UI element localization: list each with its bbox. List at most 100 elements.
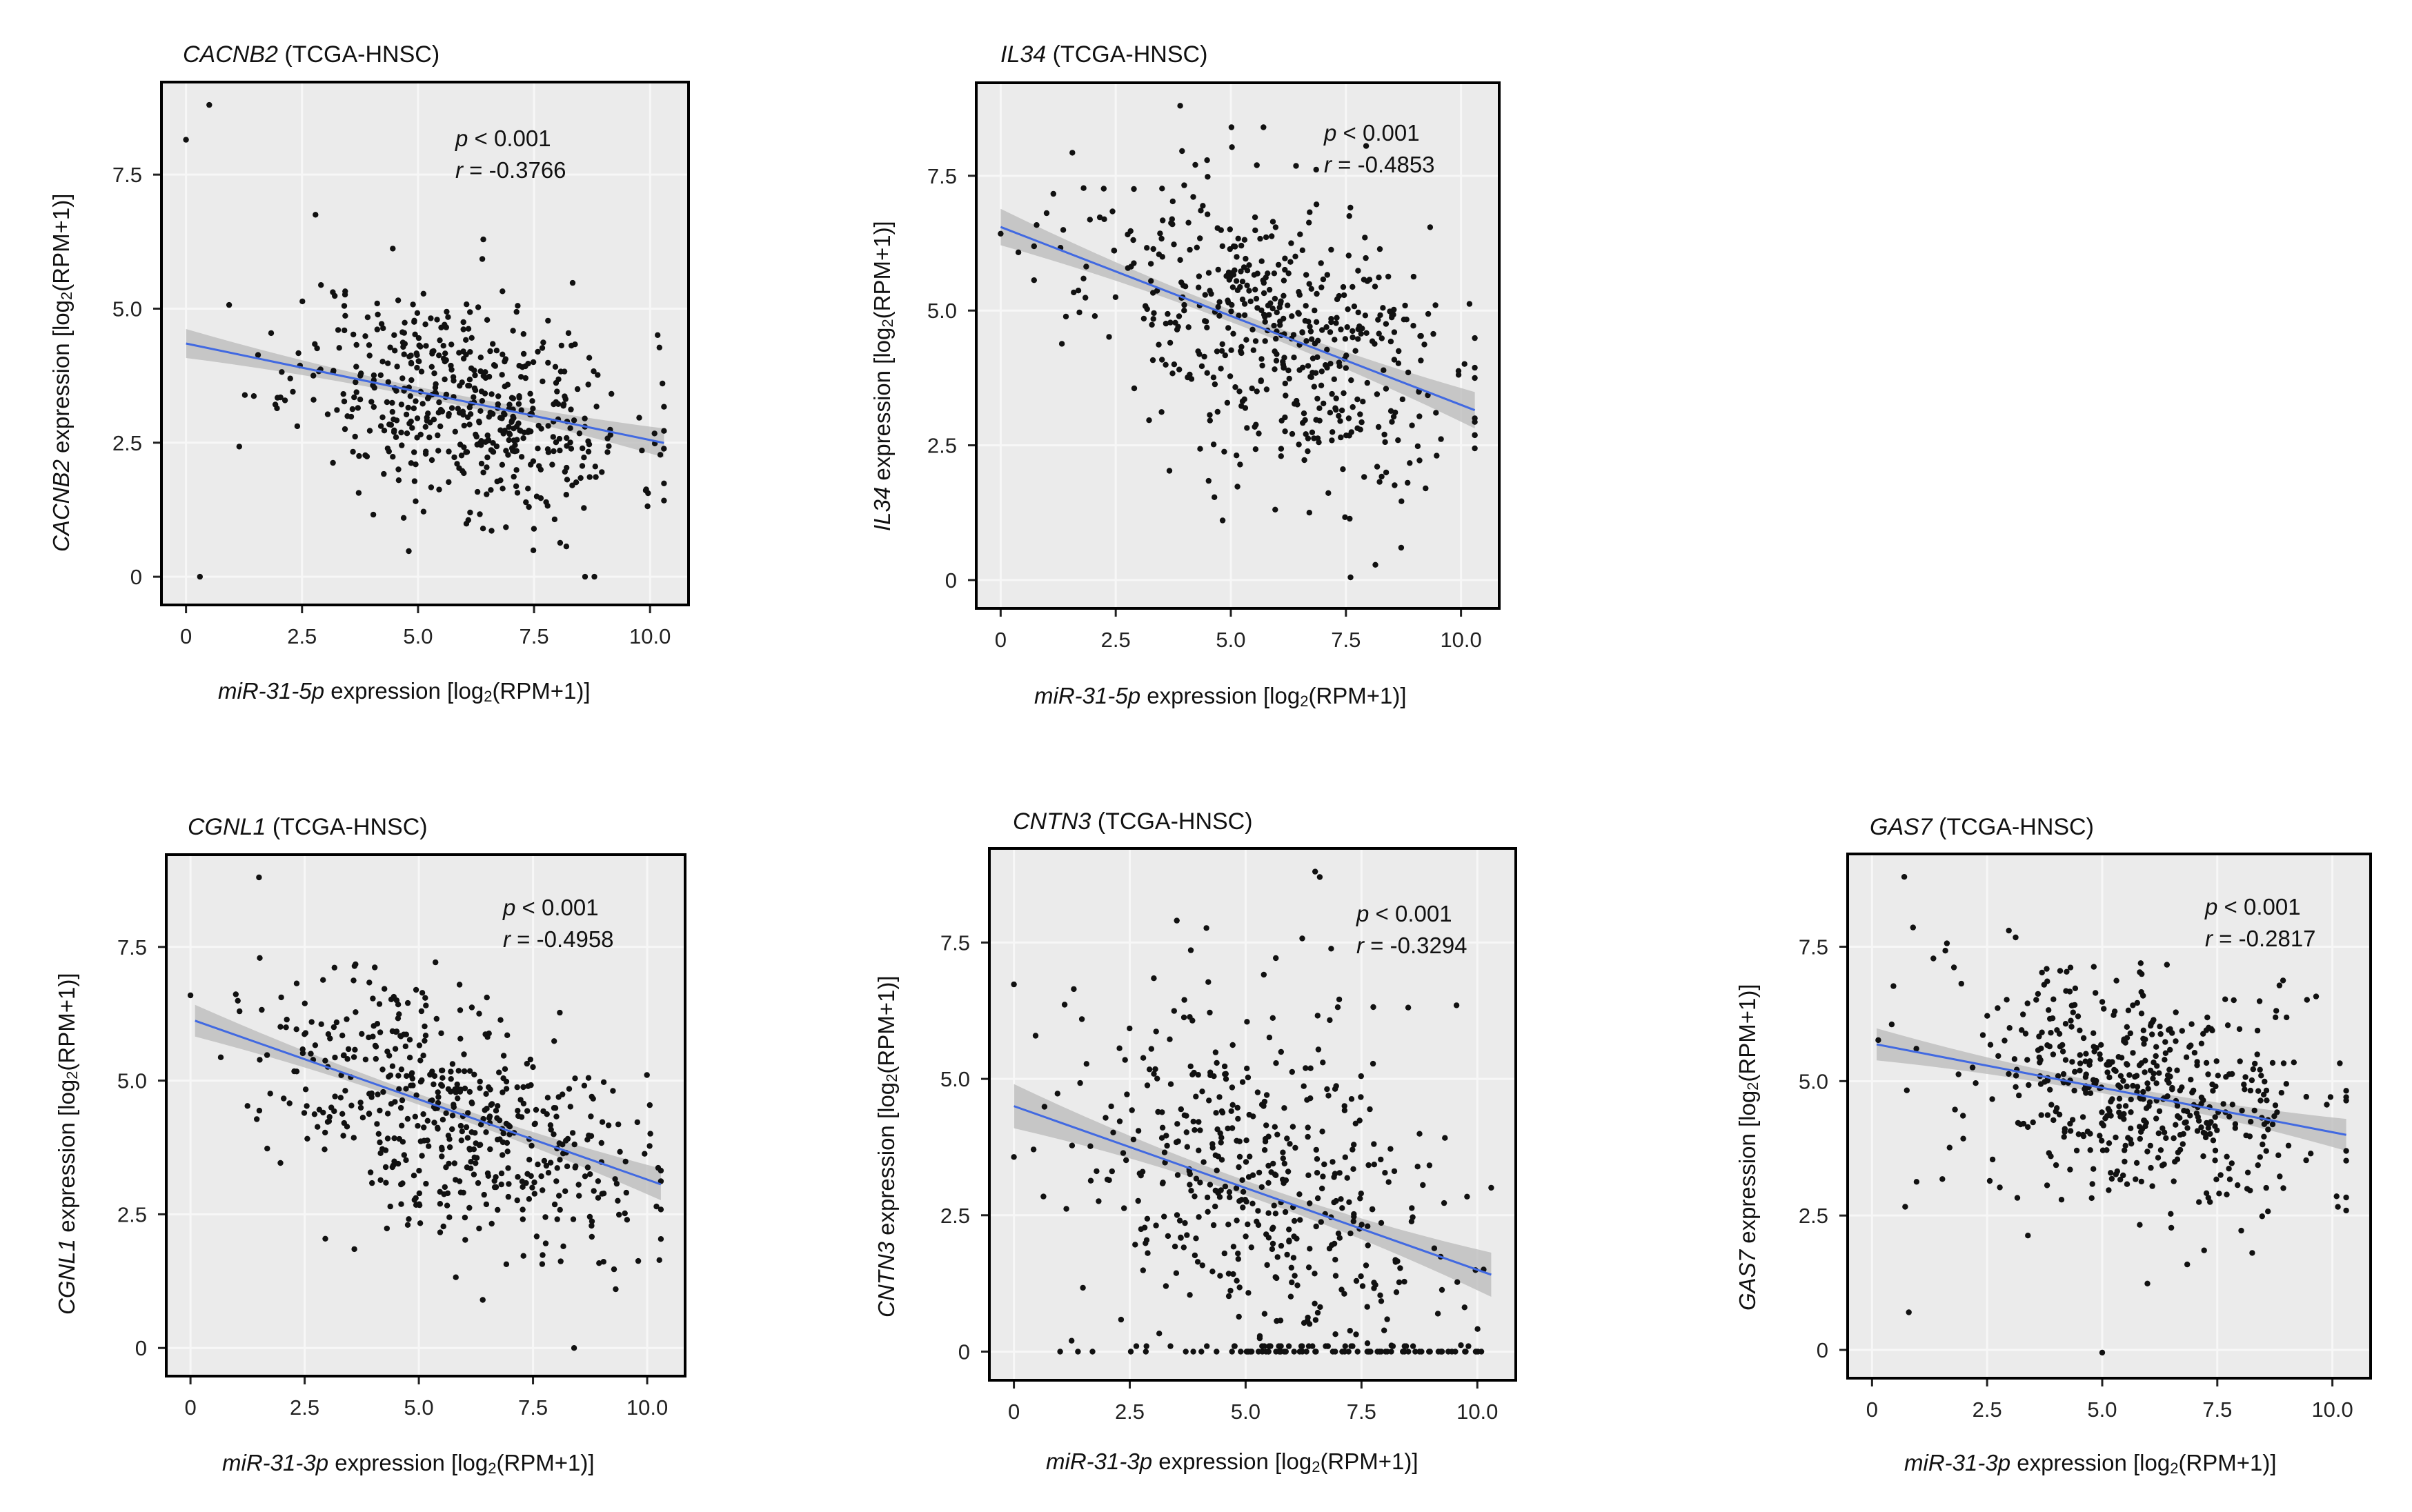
data-point [465,1110,471,1116]
data-point [1902,1204,1908,1210]
data-point [505,1165,511,1171]
data-point [520,1216,526,1222]
data-point [457,1007,464,1013]
data-point [2113,1171,2119,1177]
data-point [440,1223,446,1230]
data-point [1314,354,1321,360]
data-point [2273,1014,2279,1020]
data-point [1231,1343,1238,1349]
data-point [1323,324,1329,330]
data-point [1288,1264,1294,1271]
data-point [2174,1067,2180,1073]
data-point [386,421,393,428]
data-point [1913,1046,1919,1052]
data-point [2168,1211,2174,1217]
data-point [1353,1277,1360,1284]
data-point [1275,261,1282,268]
x-axis-log-base: 2 [488,1460,497,1477]
data-point [1381,367,1387,373]
data-point [462,1237,468,1243]
data-point [1361,474,1367,480]
data-point [1190,1349,1196,1355]
data-point [471,1071,477,1077]
data-point [1325,490,1332,496]
data-point [2237,1058,2243,1064]
data-point [547,1122,554,1128]
data-point [2001,1037,2008,1044]
data-point [544,1095,551,1101]
data-point [1210,375,1217,381]
data-point [301,1110,308,1116]
data-point [501,410,507,417]
data-point [1364,1340,1371,1346]
data-point [471,1171,477,1177]
data-point [515,420,522,426]
data-point [1395,360,1402,366]
data-point [535,348,541,355]
data-point [1244,425,1250,431]
data-point [2257,1097,2264,1104]
data-point [1011,981,1017,988]
data-point [487,348,493,355]
data-point [1292,1273,1298,1279]
data-point [395,297,402,304]
data-point [2041,982,2047,988]
data-point [1256,1333,1263,1340]
data-point [1263,1092,1270,1098]
data-point [2044,966,2050,972]
data-point [466,1088,473,1095]
data-point [1355,268,1361,274]
y-axis-unit: (RPM+1)] [48,193,74,292]
data-point [2062,1128,2068,1135]
data-point [585,438,591,444]
data-point [1277,1349,1283,1355]
data-point [585,381,591,388]
data-point [1109,208,1116,215]
data-point [563,544,570,550]
data-point [1398,544,1405,551]
data-point [1261,1343,1267,1349]
data-point [1096,214,1103,221]
data-point [536,463,542,469]
data-point [2083,1051,2089,1057]
data-point [406,548,412,555]
data-point [575,1182,582,1188]
data-point [1387,338,1394,345]
data-point [1166,468,1173,474]
data-point [330,459,336,466]
data-point [1906,1309,1912,1315]
data-point [1188,1188,1194,1194]
data-point [1212,1187,1218,1194]
data-point [490,410,496,417]
data-point [1269,1246,1276,1253]
data-point [551,401,557,408]
data-point [1202,292,1208,298]
data-point [1293,163,1299,169]
data-point [604,449,611,455]
data-point [374,1121,380,1127]
data-point [1150,316,1156,322]
data-point [2258,1073,2264,1079]
data-point [1384,1349,1390,1355]
data-point [2242,1086,2248,1093]
data-point [2091,1048,2097,1055]
data-point [572,1164,578,1171]
data-point [2013,1084,2019,1090]
data-point [1360,399,1366,405]
data-point [2174,1102,2181,1109]
data-point [476,418,482,425]
data-point [1265,1210,1272,1216]
data-point [1453,1002,1460,1008]
panel-title-cohort: (TCGA-HNSC) [1939,814,2094,840]
data-point [2116,1095,2123,1102]
data-point [1958,980,1964,987]
data-point [1159,254,1165,260]
data-point [545,423,551,429]
data-point [2200,1031,2206,1037]
data-point [555,401,562,407]
data-point [2126,1072,2133,1078]
data-point [414,352,420,359]
data-point [1214,1167,1220,1173]
data-point [2171,1178,2177,1184]
data-point [2203,1190,2210,1196]
